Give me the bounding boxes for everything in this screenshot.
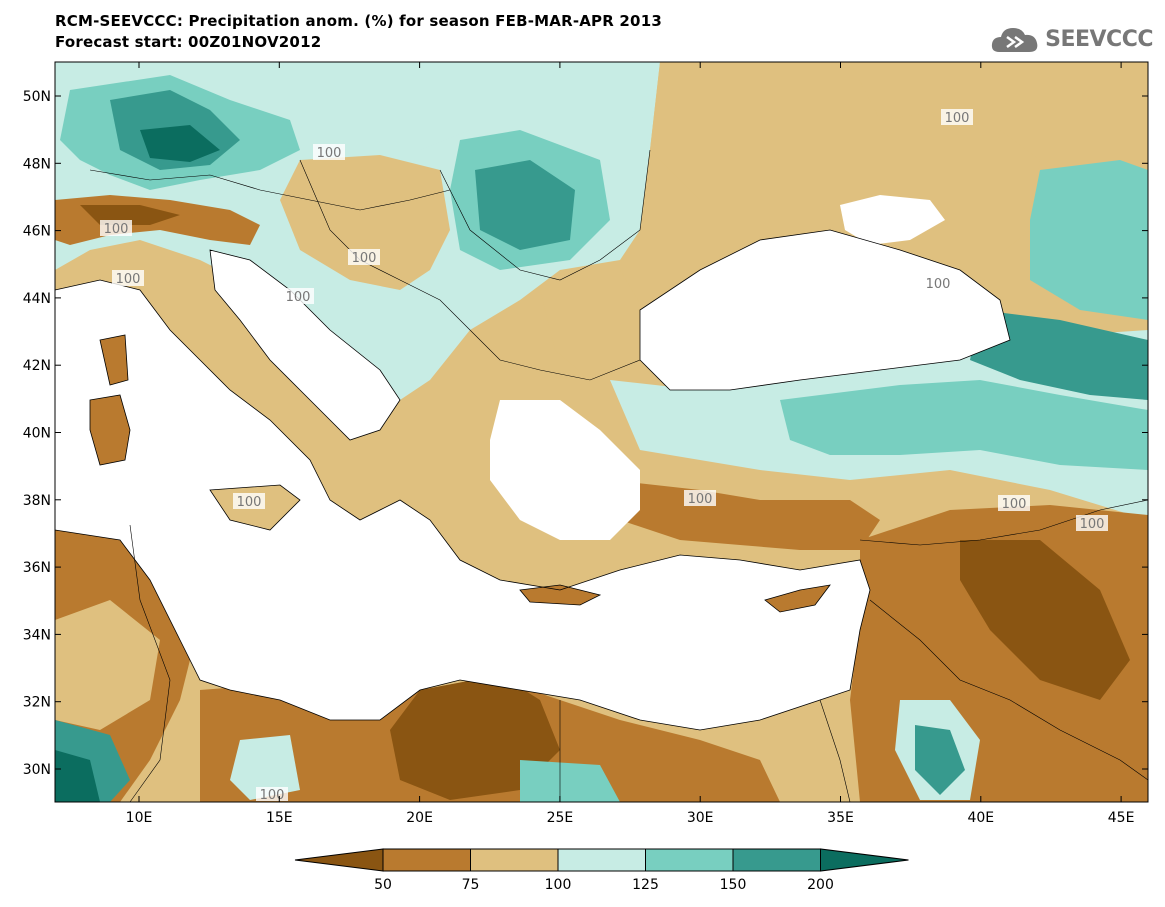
colorbar-label: 125	[632, 877, 659, 893]
water-bodies	[55, 195, 1010, 730]
lon-tick-label: 40E	[967, 810, 994, 826]
field-teal-egypt	[520, 760, 620, 802]
lat-tick-label: 44N	[23, 291, 51, 307]
lat-tick-label: 48N	[23, 156, 51, 172]
contour-label: 100	[348, 249, 380, 266]
colorbar-label: 200	[807, 877, 834, 893]
black-sea	[640, 230, 1010, 390]
svg-text:100: 100	[945, 111, 970, 126]
island-sardinia	[89, 394, 131, 466]
island-corsica	[99, 334, 129, 386]
svg-text:100: 100	[1080, 517, 1105, 532]
contour-label: 100	[684, 490, 716, 507]
field-tan-tunisia	[55, 600, 160, 730]
contour-label: 100	[941, 109, 973, 126]
seevccc-logo: SEEVCCC	[989, 22, 1153, 56]
lat-tick-label: 46N	[23, 224, 51, 240]
field-tan-bulgaria	[540, 270, 650, 380]
colorbar-label: 100	[545, 877, 572, 893]
field-dark-brown-iraq	[960, 540, 1130, 700]
lon-tick-label: 20E	[406, 810, 433, 826]
forecast-start-subtitle: Forecast start: 00Z01NOV2012	[55, 33, 322, 51]
colorbar-box	[557, 848, 646, 872]
lon-tick-label: 15E	[266, 810, 293, 826]
logo-text: SEEVCCC	[1045, 26, 1153, 52]
colorbar-label: 50	[374, 877, 392, 893]
colorbar-box	[732, 848, 821, 872]
svg-text:100: 100	[104, 222, 129, 237]
contour-label: 100	[233, 493, 265, 510]
lat-tick-label: 32N	[23, 695, 51, 711]
field-dark-teal-jordan	[915, 725, 965, 795]
svg-text:100: 100	[237, 495, 262, 510]
cloud-icon	[992, 28, 1038, 52]
field-light-teal-libya	[230, 735, 300, 800]
lon-tick-label: 45E	[1108, 810, 1135, 826]
field-brown-south-turkey	[610, 480, 880, 550]
svg-text:100: 100	[352, 251, 377, 266]
lat-tick-label: 38N	[23, 493, 51, 509]
colorbar-upper-triangle	[820, 848, 909, 872]
sea-of-azov	[840, 195, 945, 245]
field-teal-turkey	[780, 380, 1148, 470]
field-dark-brown-libya	[390, 675, 560, 800]
adriatic-sea	[210, 250, 400, 440]
svg-text:100: 100	[286, 290, 311, 305]
island-cyprus	[764, 584, 831, 613]
contour-label: 100	[313, 144, 345, 161]
contour-label: 100	[922, 275, 954, 292]
lat-tick-label: 30N	[23, 762, 51, 778]
svg-text:100: 100	[317, 146, 342, 161]
field-dark-teal-caucasus	[970, 310, 1148, 400]
lat-tick-label: 34N	[23, 627, 51, 643]
contour-label: 100	[282, 288, 314, 305]
lat-tick-label: 40N	[23, 426, 51, 442]
svg-text:100: 100	[1002, 497, 1027, 512]
latitude-axis: 50N 48N 46N 44N 42N 40N 38N 36N 34N 32N 30N	[23, 89, 1148, 778]
svg-text:100: 100	[116, 272, 141, 287]
svg-text:100: 100	[926, 277, 951, 292]
field-teal-caspian	[1030, 160, 1148, 320]
field-darkest-teal-central-europe	[140, 125, 220, 162]
lat-tick-label: 36N	[23, 560, 51, 576]
colorbar-box	[645, 848, 734, 872]
lon-tick-label: 30E	[687, 810, 714, 826]
colorbar-lower-triangle	[294, 848, 384, 872]
aegean-sea	[490, 400, 640, 540]
lat-tick-label: 50N	[23, 89, 51, 105]
field-tan-balkans	[280, 155, 450, 290]
lat-tick-label: 42N	[23, 358, 51, 374]
lon-tick-label: 35E	[827, 810, 854, 826]
contour-label: 100	[100, 220, 132, 237]
colorbar-box	[470, 848, 559, 872]
island-crete	[519, 584, 602, 606]
colorbar-label: 150	[720, 877, 747, 893]
colorbar-box	[382, 848, 471, 872]
field-darkest-teal-algeria	[55, 750, 100, 802]
field-dark-teal-romania	[475, 160, 575, 250]
svg-text:100: 100	[688, 492, 713, 507]
longitude-axis: 10E 15E 20E 25E 30E 35E 40E 45E	[126, 62, 1135, 826]
colorbar-legend: 50 75 100 125 150 200	[294, 848, 909, 893]
lon-tick-label: 25E	[547, 810, 574, 826]
lon-tick-label: 10E	[126, 810, 153, 826]
mediterranean-sea	[55, 280, 870, 730]
map-title: RCM-SEEVCCC: Precipitation anom. (%) for…	[55, 12, 662, 30]
colorbar-label: 75	[462, 877, 480, 893]
contour-label: 100	[112, 270, 144, 287]
svg-text:100: 100	[260, 788, 285, 803]
contour-label: 100	[256, 787, 288, 803]
contour-label: 100	[1076, 515, 1108, 532]
contour-label: 100	[998, 495, 1030, 512]
contour-labels: 100 100 100 100 100 100 100 100	[100, 109, 1108, 803]
